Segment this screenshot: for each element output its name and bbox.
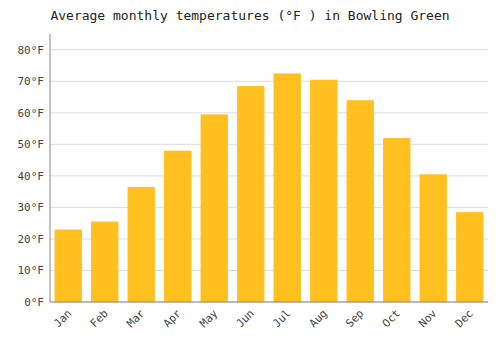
x-tick-label: Aug <box>307 307 330 330</box>
y-tick-label: 0°F <box>24 296 44 309</box>
y-axis: 0°F 10°F 20°F 30°F 40°F 50°F 60°F 70°F 80°F <box>18 44 45 309</box>
x-tick-label: Jul <box>270 307 293 330</box>
bar <box>420 174 447 302</box>
chart: Average monthly temperatures (°F ) in Bo… <box>0 0 500 350</box>
grid-line <box>50 302 488 303</box>
y-tick-label: 40°F <box>18 170 45 183</box>
bar <box>310 80 337 302</box>
bar <box>128 187 155 302</box>
x-tick-label: Apr <box>161 307 185 331</box>
chart-container: Average monthly temperatures (°F ) in Bo… <box>0 0 500 350</box>
x-tick-label: Jan <box>51 307 74 330</box>
x-tick-label: Oct <box>380 307 403 330</box>
bar <box>456 212 483 302</box>
bar <box>237 86 264 302</box>
grid-line <box>50 81 488 82</box>
x-tick-label: Dec <box>453 307 476 330</box>
x-tick-label: Nov <box>416 307 440 331</box>
x-axis: Jan Feb Mar Apr May Jun Jul Aug Sep Oct Nov Dec <box>51 307 476 331</box>
y-axis-line <box>50 34 51 302</box>
y-tick-label: 30°F <box>18 201 45 214</box>
x-tick-label: Feb <box>88 307 111 330</box>
bar <box>55 229 82 302</box>
x-axis-line <box>50 302 488 303</box>
x-tick-label: Jun <box>234 307 257 330</box>
bar <box>347 100 374 302</box>
bar <box>164 151 191 302</box>
x-tick-label: Sep <box>343 307 366 330</box>
x-tick-label: May <box>197 307 221 331</box>
bar <box>91 222 118 302</box>
grid-line <box>50 49 488 50</box>
bar <box>201 114 228 302</box>
y-tick-label: 60°F <box>18 107 45 120</box>
x-tick-label: Mar <box>124 307 148 331</box>
y-tick-label: 80°F <box>18 44 45 57</box>
y-tick-label: 50°F <box>18 138 45 151</box>
y-tick-label: 70°F <box>18 75 45 88</box>
grid-line <box>50 112 488 113</box>
y-tick-label: 20°F <box>18 233 45 246</box>
grid-line <box>50 144 488 145</box>
grid <box>50 50 488 302</box>
title: Average monthly temperatures (°F ) in Bo… <box>50 8 449 23</box>
bar <box>383 138 410 302</box>
bars <box>55 73 484 302</box>
y-tick-label: 10°F <box>18 264 45 277</box>
bar <box>274 73 301 302</box>
